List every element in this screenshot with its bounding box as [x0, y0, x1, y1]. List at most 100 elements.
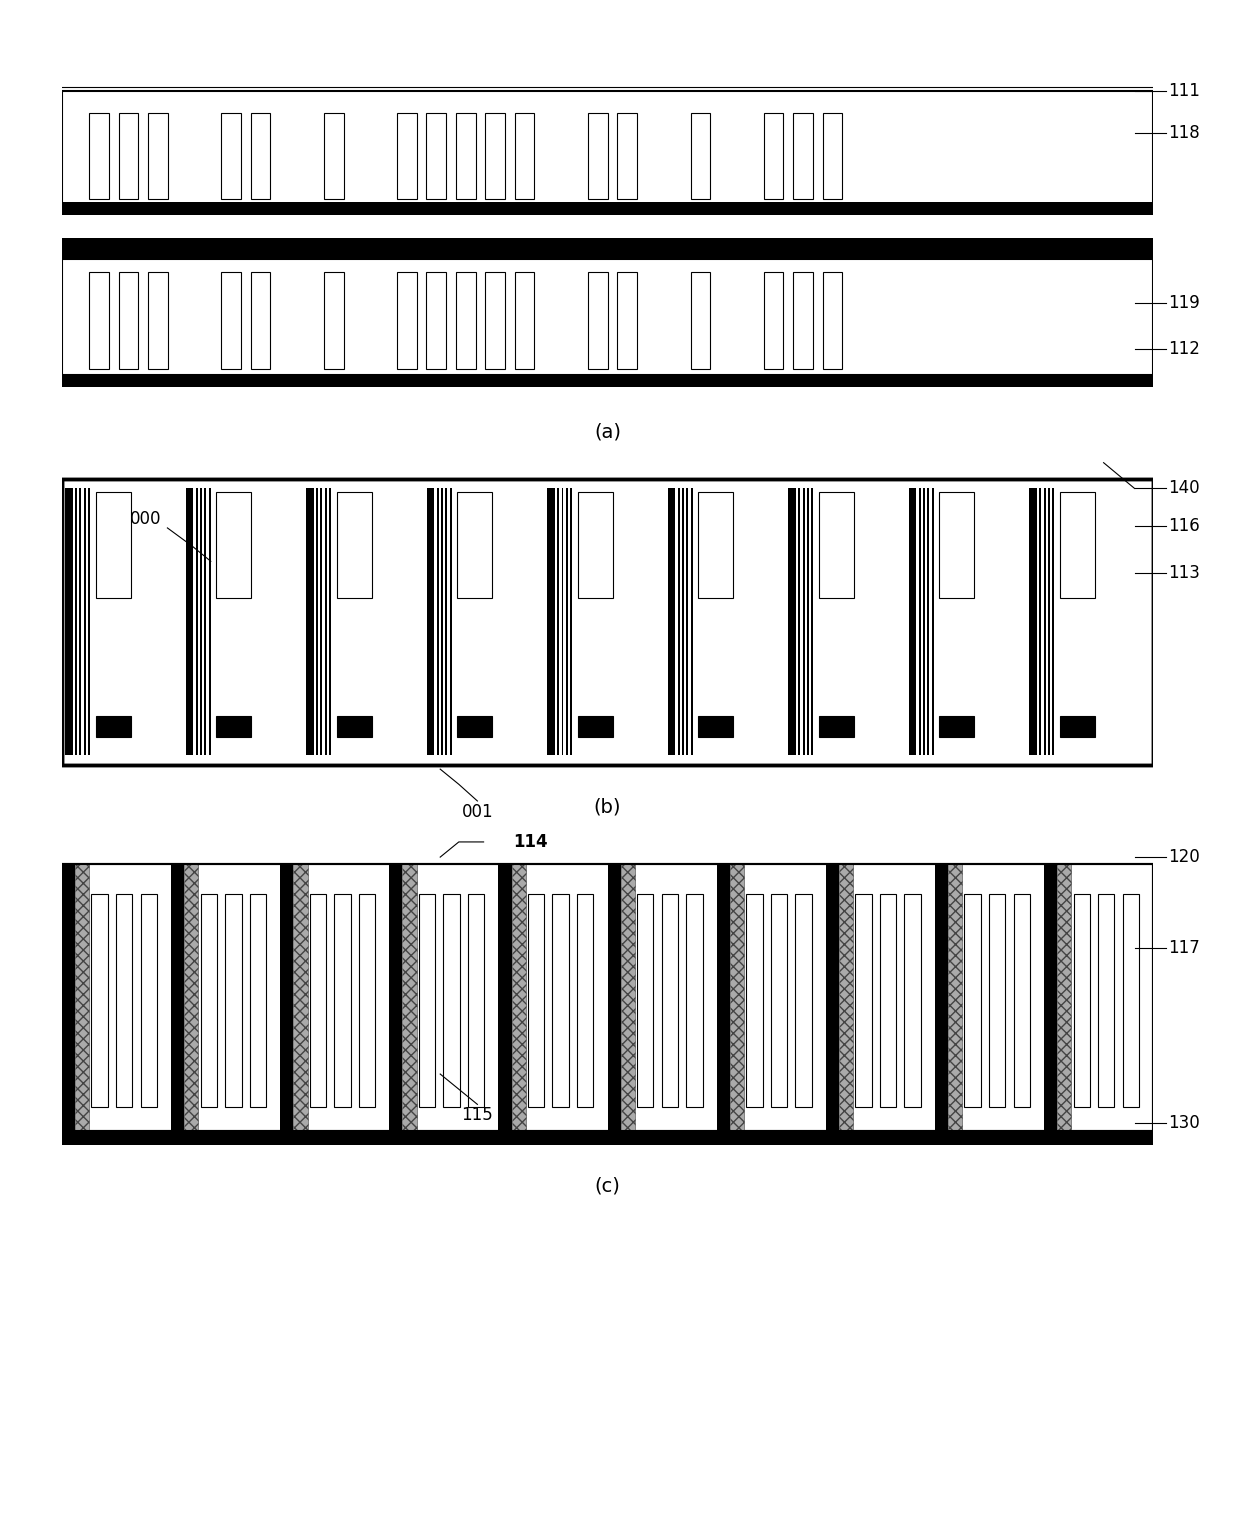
Bar — [557, 488, 559, 755]
Text: 115: 115 — [461, 1106, 494, 1124]
Bar — [433, 488, 547, 755]
Bar — [427, 112, 446, 199]
Bar — [919, 488, 920, 755]
Bar — [1044, 865, 1058, 1130]
Bar — [200, 488, 202, 755]
Bar — [570, 488, 572, 755]
Bar — [84, 488, 86, 755]
Bar — [444, 894, 460, 1107]
Bar — [577, 894, 594, 1107]
Bar — [923, 488, 925, 755]
Bar — [62, 91, 1153, 205]
Bar — [119, 273, 139, 369]
Bar — [1074, 894, 1090, 1107]
Bar — [316, 488, 319, 755]
Bar — [794, 112, 812, 199]
Bar — [62, 865, 76, 1130]
Bar — [467, 894, 485, 1107]
Bar — [856, 894, 872, 1107]
Bar — [221, 273, 241, 369]
Bar — [330, 488, 331, 755]
Bar — [419, 894, 435, 1107]
Bar — [686, 894, 703, 1107]
Bar — [928, 488, 930, 755]
Bar — [822, 273, 842, 369]
Bar — [562, 488, 563, 755]
Bar — [337, 716, 372, 737]
Bar — [746, 894, 763, 1107]
Bar — [117, 894, 133, 1107]
Bar — [730, 865, 744, 1130]
Text: (a): (a) — [594, 423, 621, 441]
Bar — [565, 488, 568, 755]
Bar — [456, 273, 476, 369]
Bar — [249, 894, 267, 1107]
Text: 119: 119 — [1168, 294, 1200, 313]
Bar — [325, 488, 327, 755]
Bar — [397, 273, 417, 369]
Text: 000: 000 — [130, 510, 161, 528]
Bar — [764, 273, 784, 369]
Bar — [673, 488, 676, 755]
Text: 112: 112 — [1168, 340, 1200, 358]
Bar — [764, 112, 784, 199]
Bar — [818, 492, 854, 598]
Bar — [221, 112, 241, 199]
Bar — [1060, 492, 1095, 598]
Bar — [62, 1130, 1153, 1145]
Bar — [1035, 488, 1037, 755]
Bar — [66, 488, 1149, 755]
Bar — [662, 894, 678, 1107]
Text: 116: 116 — [1168, 517, 1200, 536]
Bar — [822, 112, 842, 199]
Bar — [324, 273, 343, 369]
Bar — [512, 865, 526, 1130]
Bar — [547, 488, 553, 755]
Text: 118: 118 — [1168, 124, 1200, 143]
Bar — [673, 488, 789, 755]
Bar — [826, 865, 839, 1130]
Bar — [802, 488, 805, 755]
Bar — [839, 865, 853, 1130]
Bar — [71, 488, 186, 755]
Bar — [445, 488, 448, 755]
Bar — [306, 488, 311, 755]
Text: 120: 120 — [1168, 848, 1200, 866]
Bar — [1122, 894, 1140, 1107]
Bar — [216, 492, 252, 598]
Bar — [578, 716, 613, 737]
Bar — [66, 488, 71, 755]
Bar — [940, 492, 975, 598]
Bar — [515, 112, 534, 199]
Bar — [618, 273, 637, 369]
Bar — [717, 865, 730, 1130]
Bar — [1060, 716, 1095, 737]
Bar — [1013, 894, 1030, 1107]
Bar — [205, 488, 206, 755]
Bar — [226, 894, 242, 1107]
Bar — [1099, 894, 1115, 1107]
Bar — [553, 894, 569, 1107]
Bar — [427, 273, 446, 369]
Bar — [678, 488, 680, 755]
Bar — [76, 488, 77, 755]
Bar — [880, 894, 897, 1107]
Bar — [637, 894, 653, 1107]
Text: 001: 001 — [461, 802, 494, 821]
Text: (c): (c) — [595, 1177, 620, 1195]
Bar — [441, 488, 443, 755]
Bar — [794, 488, 796, 755]
Text: 113: 113 — [1168, 564, 1200, 583]
Text: 111: 111 — [1168, 82, 1200, 100]
Bar — [965, 894, 981, 1107]
Bar — [294, 865, 308, 1130]
Bar — [403, 865, 417, 1130]
Bar — [668, 488, 673, 755]
Bar — [1035, 488, 1149, 755]
Bar — [990, 894, 1006, 1107]
Bar — [621, 865, 635, 1130]
Bar — [528, 894, 544, 1107]
Bar — [250, 273, 270, 369]
Bar — [949, 865, 962, 1130]
Bar — [794, 273, 812, 369]
